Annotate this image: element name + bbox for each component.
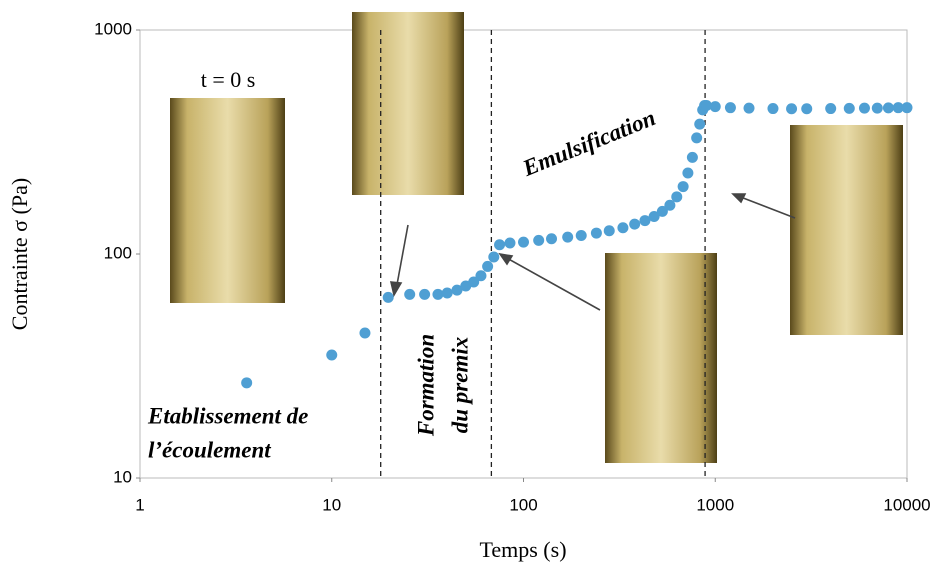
data-point (617, 222, 629, 234)
y-axis-label: Contrainte σ (Pa) (7, 178, 32, 330)
data-point (488, 251, 500, 263)
data-point (682, 167, 694, 179)
data-point (603, 225, 615, 237)
arrows (389, 193, 796, 311)
data-point (677, 181, 689, 193)
data-point (494, 239, 506, 251)
data-point (468, 276, 480, 288)
data-point (786, 103, 798, 115)
x-tick-label: 1 (135, 495, 144, 514)
data-point (629, 218, 641, 230)
data-point (482, 260, 494, 272)
data-point (432, 288, 444, 300)
data-point (575, 229, 587, 241)
data-point (518, 236, 529, 248)
data-point (451, 284, 463, 296)
data-point (671, 191, 683, 203)
data-point (691, 132, 703, 144)
annotation: t = 0 s (201, 67, 256, 92)
data-point (441, 287, 453, 299)
data-point (825, 103, 837, 115)
annotation: Etablissement de (147, 403, 308, 428)
photo (790, 125, 903, 335)
annotation: Emulsification (518, 105, 659, 181)
data-point (694, 118, 706, 130)
arrowhead (498, 252, 514, 266)
photo (605, 253, 717, 463)
data-point (241, 377, 253, 389)
data-point (858, 102, 870, 114)
data-point (843, 102, 855, 114)
data-point (767, 103, 779, 115)
x-tick-label: 10 (322, 495, 341, 514)
x-tick-label: 10000 (883, 495, 930, 514)
arrowhead (389, 281, 403, 298)
data-point (419, 288, 431, 300)
data-point (546, 233, 558, 245)
annotation: l’écoulement (148, 437, 271, 462)
y-tick-label: 100 (104, 243, 132, 262)
annotation: du premix (447, 337, 472, 433)
data-point (801, 103, 813, 115)
data-point (656, 205, 668, 217)
data-point (382, 291, 394, 303)
photos (170, 12, 903, 463)
data-point (562, 231, 574, 243)
data-point (743, 102, 755, 114)
y-tick-label: 1000 (94, 19, 132, 38)
photo (352, 12, 464, 195)
data-point (871, 102, 883, 114)
x-tick-label: 1000 (696, 495, 734, 514)
arrow (504, 256, 601, 311)
data-point (892, 102, 904, 114)
data-point (901, 102, 913, 114)
data-point (709, 101, 721, 113)
y-tick-label: 10 (113, 467, 132, 486)
data-point (504, 237, 516, 249)
arrowhead (731, 193, 747, 204)
x-axis-label: Temps (s) (479, 537, 566, 562)
data-point (724, 102, 736, 114)
annotation: Formation (413, 334, 438, 437)
data-point (404, 288, 416, 300)
data-point (648, 211, 660, 223)
data-point (326, 349, 338, 361)
data-point (533, 234, 545, 246)
arrow (395, 224, 409, 291)
data-point (664, 199, 676, 211)
x-tick-label: 100 (509, 495, 537, 514)
data-point (639, 215, 651, 227)
data-point (686, 151, 698, 163)
data-point (590, 227, 602, 239)
arrow (737, 195, 796, 219)
data-point (475, 270, 487, 282)
data-point (700, 100, 712, 112)
photo (170, 98, 285, 303)
data-point (359, 327, 371, 339)
data-point (882, 102, 894, 114)
